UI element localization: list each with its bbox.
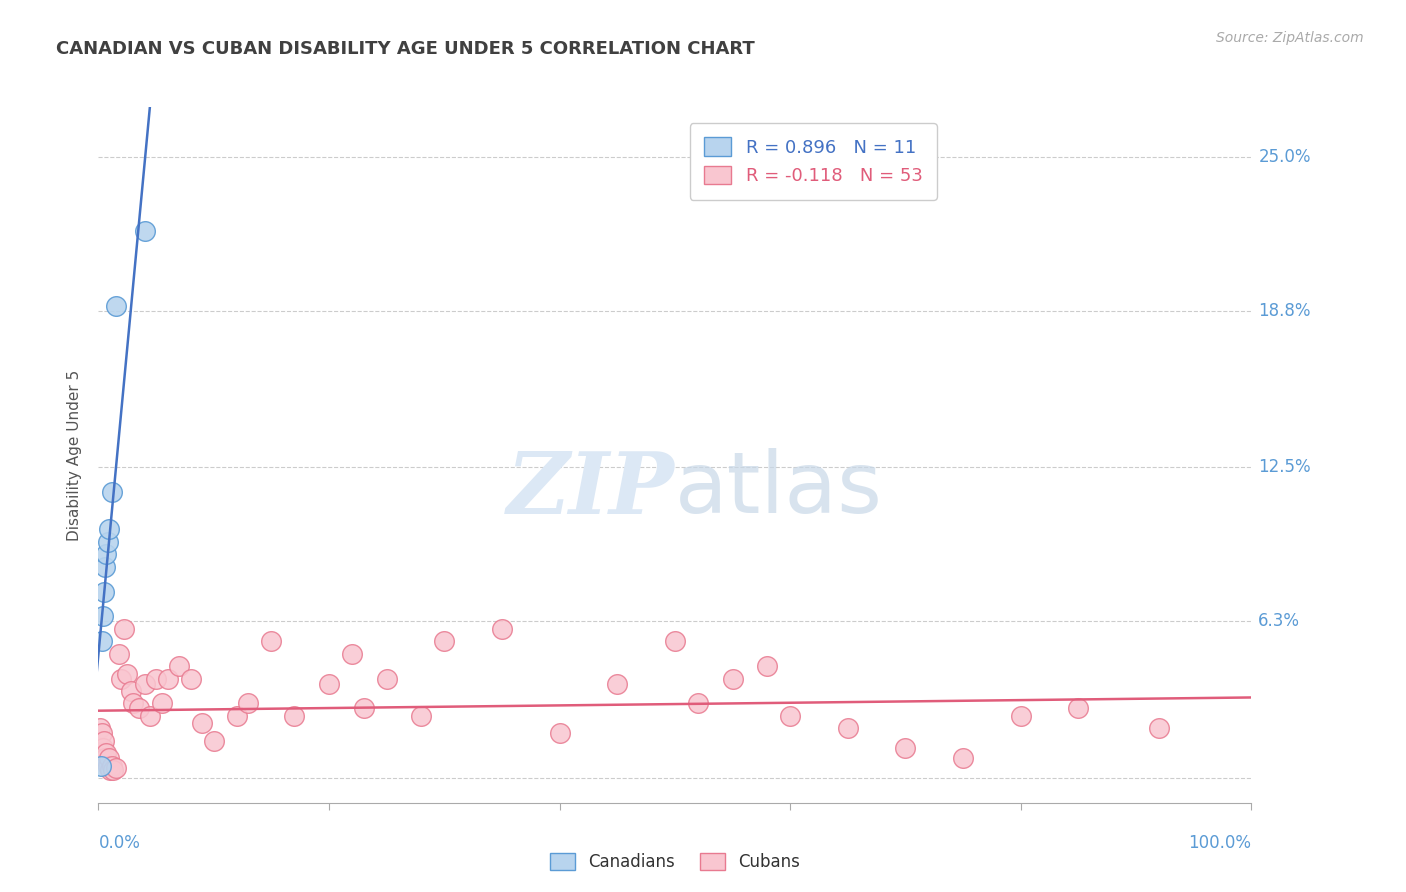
Point — [104, 761, 127, 775]
Point — [97, 534, 120, 549]
Point — [101, 485, 124, 500]
Point — [318, 676, 340, 690]
Point — [139, 708, 162, 723]
Point — [1147, 721, 1170, 735]
Legend: Canadians, Cubans: Canadians, Cubans — [543, 847, 807, 878]
Point — [89, 721, 111, 735]
Point — [202, 733, 225, 747]
Point — [93, 584, 115, 599]
Point — [90, 758, 112, 772]
Point — [103, 764, 125, 778]
Text: Source: ZipAtlas.com: Source: ZipAtlas.com — [1216, 31, 1364, 45]
Point — [122, 697, 145, 711]
Point — [606, 676, 628, 690]
Point — [128, 701, 150, 715]
Point — [112, 622, 135, 636]
Point — [340, 647, 363, 661]
Text: 0.0%: 0.0% — [98, 834, 141, 852]
Text: ZIP: ZIP — [508, 448, 675, 532]
Point — [94, 559, 117, 574]
Point — [156, 672, 179, 686]
Point — [664, 634, 686, 648]
Point — [110, 672, 132, 686]
Point — [93, 733, 115, 747]
Point — [104, 299, 127, 313]
Point — [238, 697, 260, 711]
Point — [180, 672, 202, 686]
Point — [90, 634, 112, 648]
Point — [375, 672, 398, 686]
Point — [90, 726, 112, 740]
Point — [98, 764, 121, 778]
Point — [894, 741, 917, 756]
Point — [167, 659, 190, 673]
Point — [97, 523, 120, 537]
Point — [191, 716, 214, 731]
Point — [90, 746, 112, 760]
Text: atlas: atlas — [675, 448, 883, 532]
Point — [1010, 708, 1032, 723]
Text: 25.0%: 25.0% — [1258, 148, 1310, 166]
Point — [108, 647, 131, 661]
Point — [97, 751, 120, 765]
Point — [1067, 701, 1090, 715]
Point — [91, 741, 114, 756]
Point — [120, 684, 142, 698]
Point — [117, 666, 138, 681]
Text: CANADIAN VS CUBAN DISABILITY AGE UNDER 5 CORRELATION CHART: CANADIAN VS CUBAN DISABILITY AGE UNDER 5… — [56, 40, 755, 58]
Point — [145, 672, 167, 686]
Point — [756, 659, 779, 673]
Point — [101, 758, 124, 772]
Point — [721, 672, 744, 686]
Point — [96, 746, 118, 760]
Point — [225, 708, 247, 723]
Point — [548, 726, 571, 740]
Point — [779, 708, 801, 723]
Point — [433, 634, 456, 648]
Point — [353, 701, 375, 715]
Point — [952, 751, 974, 765]
Point — [686, 697, 709, 711]
Point — [134, 224, 156, 238]
Point — [91, 609, 114, 624]
Point — [283, 708, 305, 723]
Point — [96, 547, 118, 561]
Point — [134, 676, 156, 690]
Y-axis label: Disability Age Under 5: Disability Age Under 5 — [67, 369, 83, 541]
Point — [491, 622, 513, 636]
Text: 6.3%: 6.3% — [1258, 613, 1301, 631]
Text: 12.5%: 12.5% — [1258, 458, 1310, 476]
Point — [260, 634, 283, 648]
Point — [97, 758, 120, 772]
Point — [837, 721, 859, 735]
Point — [411, 708, 433, 723]
Text: 18.8%: 18.8% — [1258, 301, 1310, 320]
Point — [150, 697, 173, 711]
Text: 100.0%: 100.0% — [1188, 834, 1251, 852]
Point — [94, 751, 117, 765]
